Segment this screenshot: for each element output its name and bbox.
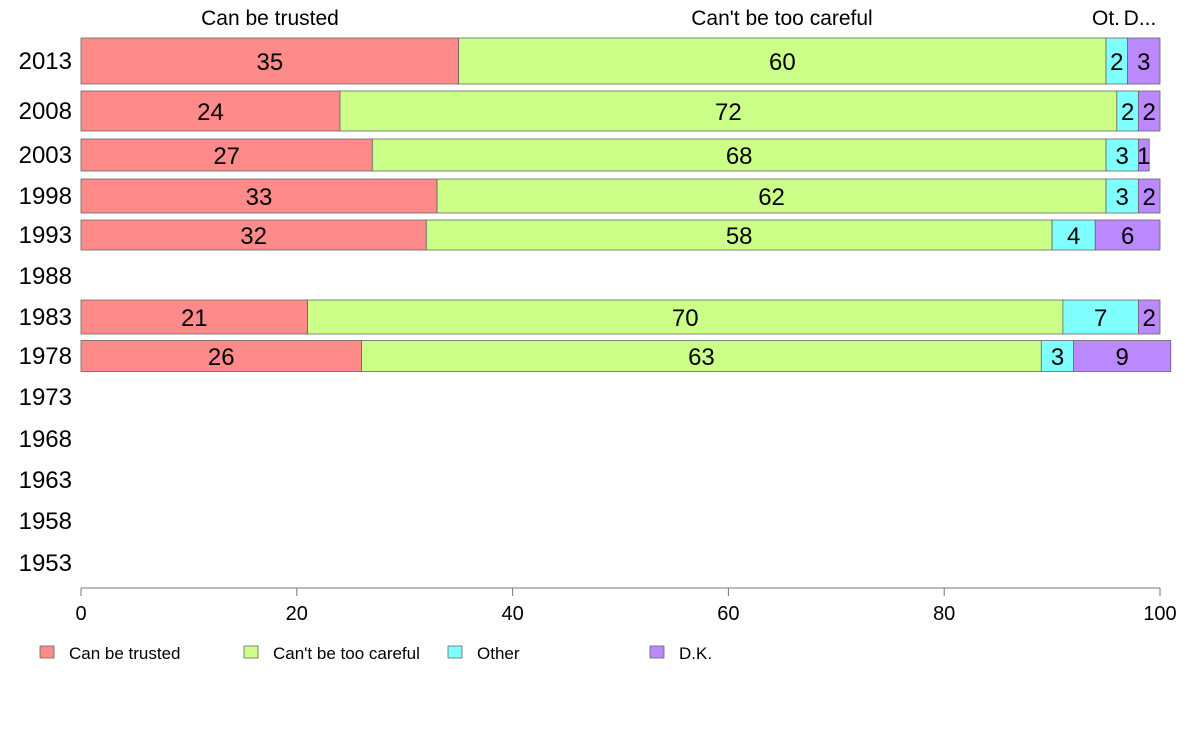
- y-tick-label: 1978: [19, 343, 72, 370]
- bar-segment: [1094, 219, 1161, 251]
- top-label: D...: [1124, 7, 1157, 30]
- top-label: Can't be too careful: [691, 7, 872, 30]
- bar-segment: [80, 340, 362, 372]
- data-label: 32: [240, 223, 267, 250]
- y-tick-label: 1973: [19, 384, 72, 411]
- bar-segment: [307, 299, 1064, 335]
- legend-swatch: [39, 645, 55, 659]
- data-label: 2: [1143, 99, 1156, 126]
- y-tick-label: 2003: [19, 142, 72, 169]
- data-label: 58: [726, 223, 753, 250]
- legend-label: Other: [477, 644, 520, 663]
- data-label: 1: [1137, 143, 1150, 170]
- legend-label: Can be trusted: [69, 644, 181, 663]
- bar-segment: [1105, 138, 1139, 172]
- bar-segment: [1051, 219, 1096, 251]
- data-label: 60: [769, 49, 796, 76]
- bar-segment: [1138, 90, 1161, 132]
- y-tick-label: 2008: [19, 98, 72, 125]
- bar-segment: [1040, 340, 1075, 372]
- x-tick-label: 100: [1143, 603, 1176, 625]
- y-tick-label: 1983: [19, 304, 72, 331]
- y-tick-label: 1963: [19, 467, 72, 494]
- y-tick-label: 1998: [19, 183, 72, 210]
- x-tick-label: 40: [501, 603, 523, 625]
- data-label: 70: [672, 305, 699, 332]
- bar-segment: [458, 37, 1107, 85]
- data-label: 24: [197, 99, 224, 126]
- data-label: 33: [246, 184, 273, 211]
- data-label: 35: [256, 49, 283, 76]
- bar-segment: [1127, 37, 1161, 85]
- data-label: 7: [1094, 305, 1107, 332]
- x-tick-label: 0: [75, 603, 86, 625]
- bar-segment: [339, 90, 1118, 132]
- bar-segment: [1138, 138, 1150, 172]
- legend-swatch: [649, 645, 665, 659]
- bar-segment: [1062, 299, 1139, 335]
- bar-segment: [1138, 299, 1161, 335]
- y-tick-label: 1958: [19, 508, 72, 535]
- bar-segment: [80, 178, 438, 214]
- bar-segment: [80, 37, 460, 85]
- data-label: 27: [213, 143, 240, 170]
- data-label: 3: [1137, 49, 1150, 76]
- bar-segment: [361, 340, 1042, 372]
- legend-label: Can't be too careful: [273, 644, 420, 663]
- x-tick-label: 80: [933, 603, 955, 625]
- data-label: 2: [1143, 184, 1156, 211]
- y-tick-label: 1988: [19, 263, 72, 290]
- data-label: 72: [715, 99, 742, 126]
- x-tick-label: 60: [717, 603, 739, 625]
- bar-segment: [436, 178, 1107, 214]
- bar-segment: [80, 90, 341, 132]
- bar-segment: [425, 219, 1053, 251]
- y-tick-label: 2013: [19, 48, 72, 75]
- y-tick-label: 1968: [19, 426, 72, 453]
- bars: 35 60 2 324 72 2 227 68 3 133 62 3 232 58 4 621 70 7 226 63…: [80, 37, 1172, 372]
- data-label: 3: [1051, 344, 1064, 371]
- top-label: Can be trusted: [201, 7, 339, 30]
- data-label: 2: [1121, 99, 1134, 126]
- data-label: 3: [1116, 143, 1129, 170]
- data-label: 63: [688, 344, 715, 371]
- data-label: 3: [1116, 184, 1129, 211]
- bar-segment: [80, 299, 308, 335]
- x-axis: 0 20 40 60 80 100: [75, 587, 1177, 625]
- y-axis: 2013 2008 2003 1998 1993 1988 1983 1978 1973 1968…: [19, 48, 72, 577]
- bar-segment: [80, 138, 373, 172]
- x-tick-label: 20: [286, 603, 308, 625]
- legend-swatch: [243, 645, 259, 659]
- data-label: 2: [1143, 305, 1156, 332]
- data-label: 2: [1110, 49, 1123, 76]
- data-label: 9: [1116, 344, 1129, 371]
- data-label: 62: [758, 184, 785, 211]
- bar-segment: [1073, 340, 1172, 372]
- bar-segment: [1138, 178, 1161, 214]
- data-label: 26: [208, 344, 235, 371]
- top-labels: Can be trusted Can't be too careful Ot. D..…: [201, 7, 1156, 30]
- data-label: 6: [1121, 223, 1134, 250]
- data-label: 4: [1067, 223, 1080, 250]
- legend: Can be trusted Can't be too careful Other D…: [39, 644, 712, 663]
- data-label: 68: [726, 143, 753, 170]
- y-tick-label: 1953: [19, 550, 72, 577]
- bar-segment: [371, 138, 1107, 172]
- top-label: Ot.: [1092, 7, 1120, 30]
- data-label: 21: [181, 305, 208, 332]
- legend-label: D.K.: [679, 644, 712, 663]
- y-tick-label: 1993: [19, 222, 72, 249]
- legend-swatch: [447, 645, 463, 659]
